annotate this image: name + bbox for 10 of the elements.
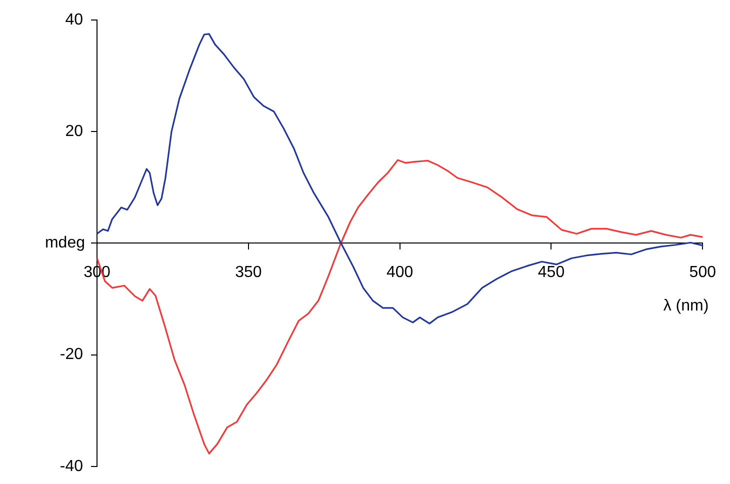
x-tick-label: 450 (538, 264, 565, 282)
y-axis-title: mdeg (44, 234, 85, 252)
x-tick-label: 350 (235, 264, 262, 282)
y-tick-label: -20 (60, 346, 84, 364)
x-tick-label: 500 (689, 264, 716, 282)
y-tick-label: 20 (65, 123, 84, 140)
y-tick-label: -40 (60, 458, 84, 475)
x-axis-title: λ (nm) (663, 298, 709, 315)
x-tick-label: 400 (386, 264, 414, 282)
y-tick-label: 40 (65, 11, 84, 28)
